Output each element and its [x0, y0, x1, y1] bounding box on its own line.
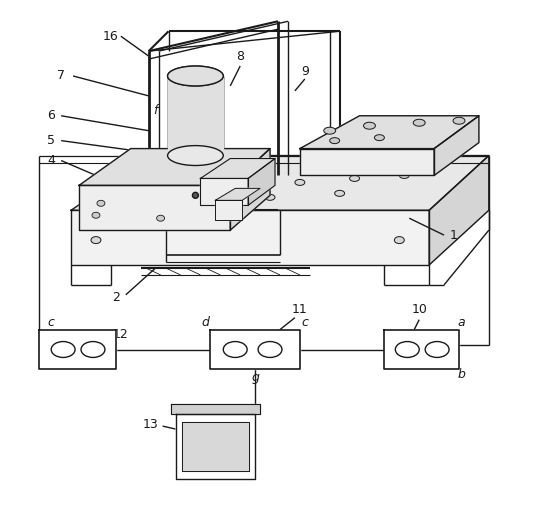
Ellipse shape — [97, 200, 105, 206]
Ellipse shape — [223, 342, 247, 358]
Text: a: a — [457, 316, 465, 329]
Ellipse shape — [168, 66, 223, 86]
Text: 9: 9 — [301, 64, 309, 77]
Polygon shape — [434, 116, 479, 175]
Polygon shape — [215, 188, 260, 200]
Text: b: b — [457, 368, 465, 381]
Text: 10: 10 — [412, 303, 427, 316]
Ellipse shape — [168, 146, 223, 166]
Ellipse shape — [399, 172, 409, 179]
Ellipse shape — [91, 237, 101, 244]
Ellipse shape — [170, 172, 180, 179]
Polygon shape — [181, 422, 249, 471]
Ellipse shape — [157, 215, 164, 221]
Ellipse shape — [192, 192, 198, 198]
Text: 2: 2 — [112, 292, 120, 304]
Ellipse shape — [404, 159, 414, 166]
Ellipse shape — [51, 342, 75, 358]
Polygon shape — [210, 330, 300, 369]
Ellipse shape — [453, 117, 465, 124]
Text: 7: 7 — [57, 70, 65, 83]
Polygon shape — [215, 200, 242, 220]
Ellipse shape — [235, 183, 245, 188]
Ellipse shape — [196, 197, 206, 203]
Ellipse shape — [330, 138, 340, 143]
Text: 5: 5 — [47, 134, 55, 147]
Ellipse shape — [324, 127, 336, 134]
Polygon shape — [384, 330, 459, 369]
Ellipse shape — [350, 175, 359, 182]
Ellipse shape — [335, 190, 345, 196]
Polygon shape — [71, 155, 489, 210]
Text: 4: 4 — [47, 154, 55, 167]
Text: 6: 6 — [47, 109, 55, 122]
Text: 16: 16 — [103, 30, 119, 43]
Polygon shape — [39, 330, 116, 369]
Polygon shape — [201, 179, 248, 205]
Ellipse shape — [180, 189, 191, 196]
Text: c: c — [301, 316, 309, 329]
Text: f: f — [153, 104, 158, 117]
Polygon shape — [79, 149, 270, 185]
Polygon shape — [79, 185, 230, 230]
Ellipse shape — [374, 135, 384, 141]
Ellipse shape — [413, 119, 425, 126]
Polygon shape — [300, 116, 479, 149]
Text: 11: 11 — [292, 303, 308, 316]
Polygon shape — [230, 149, 270, 230]
Ellipse shape — [395, 342, 419, 358]
Ellipse shape — [395, 237, 404, 244]
Text: c: c — [48, 316, 55, 329]
Ellipse shape — [265, 163, 275, 169]
Polygon shape — [201, 158, 275, 179]
Polygon shape — [168, 76, 223, 155]
Ellipse shape — [265, 195, 275, 200]
Ellipse shape — [363, 122, 375, 129]
Ellipse shape — [295, 180, 305, 185]
Text: 1: 1 — [450, 229, 458, 241]
Polygon shape — [175, 414, 255, 479]
Text: 8: 8 — [236, 50, 244, 62]
Ellipse shape — [364, 157, 374, 164]
Polygon shape — [71, 210, 429, 265]
Text: g: g — [251, 371, 259, 384]
Ellipse shape — [215, 166, 225, 171]
Ellipse shape — [81, 342, 105, 358]
Ellipse shape — [258, 342, 282, 358]
Ellipse shape — [92, 212, 100, 218]
Polygon shape — [429, 155, 489, 265]
Polygon shape — [170, 404, 260, 414]
Polygon shape — [300, 149, 434, 175]
Text: 12: 12 — [113, 328, 129, 341]
Ellipse shape — [315, 159, 325, 166]
Ellipse shape — [425, 342, 449, 358]
Ellipse shape — [168, 66, 223, 86]
Text: 13: 13 — [143, 417, 158, 430]
Polygon shape — [248, 158, 275, 205]
Text: d: d — [202, 316, 209, 329]
